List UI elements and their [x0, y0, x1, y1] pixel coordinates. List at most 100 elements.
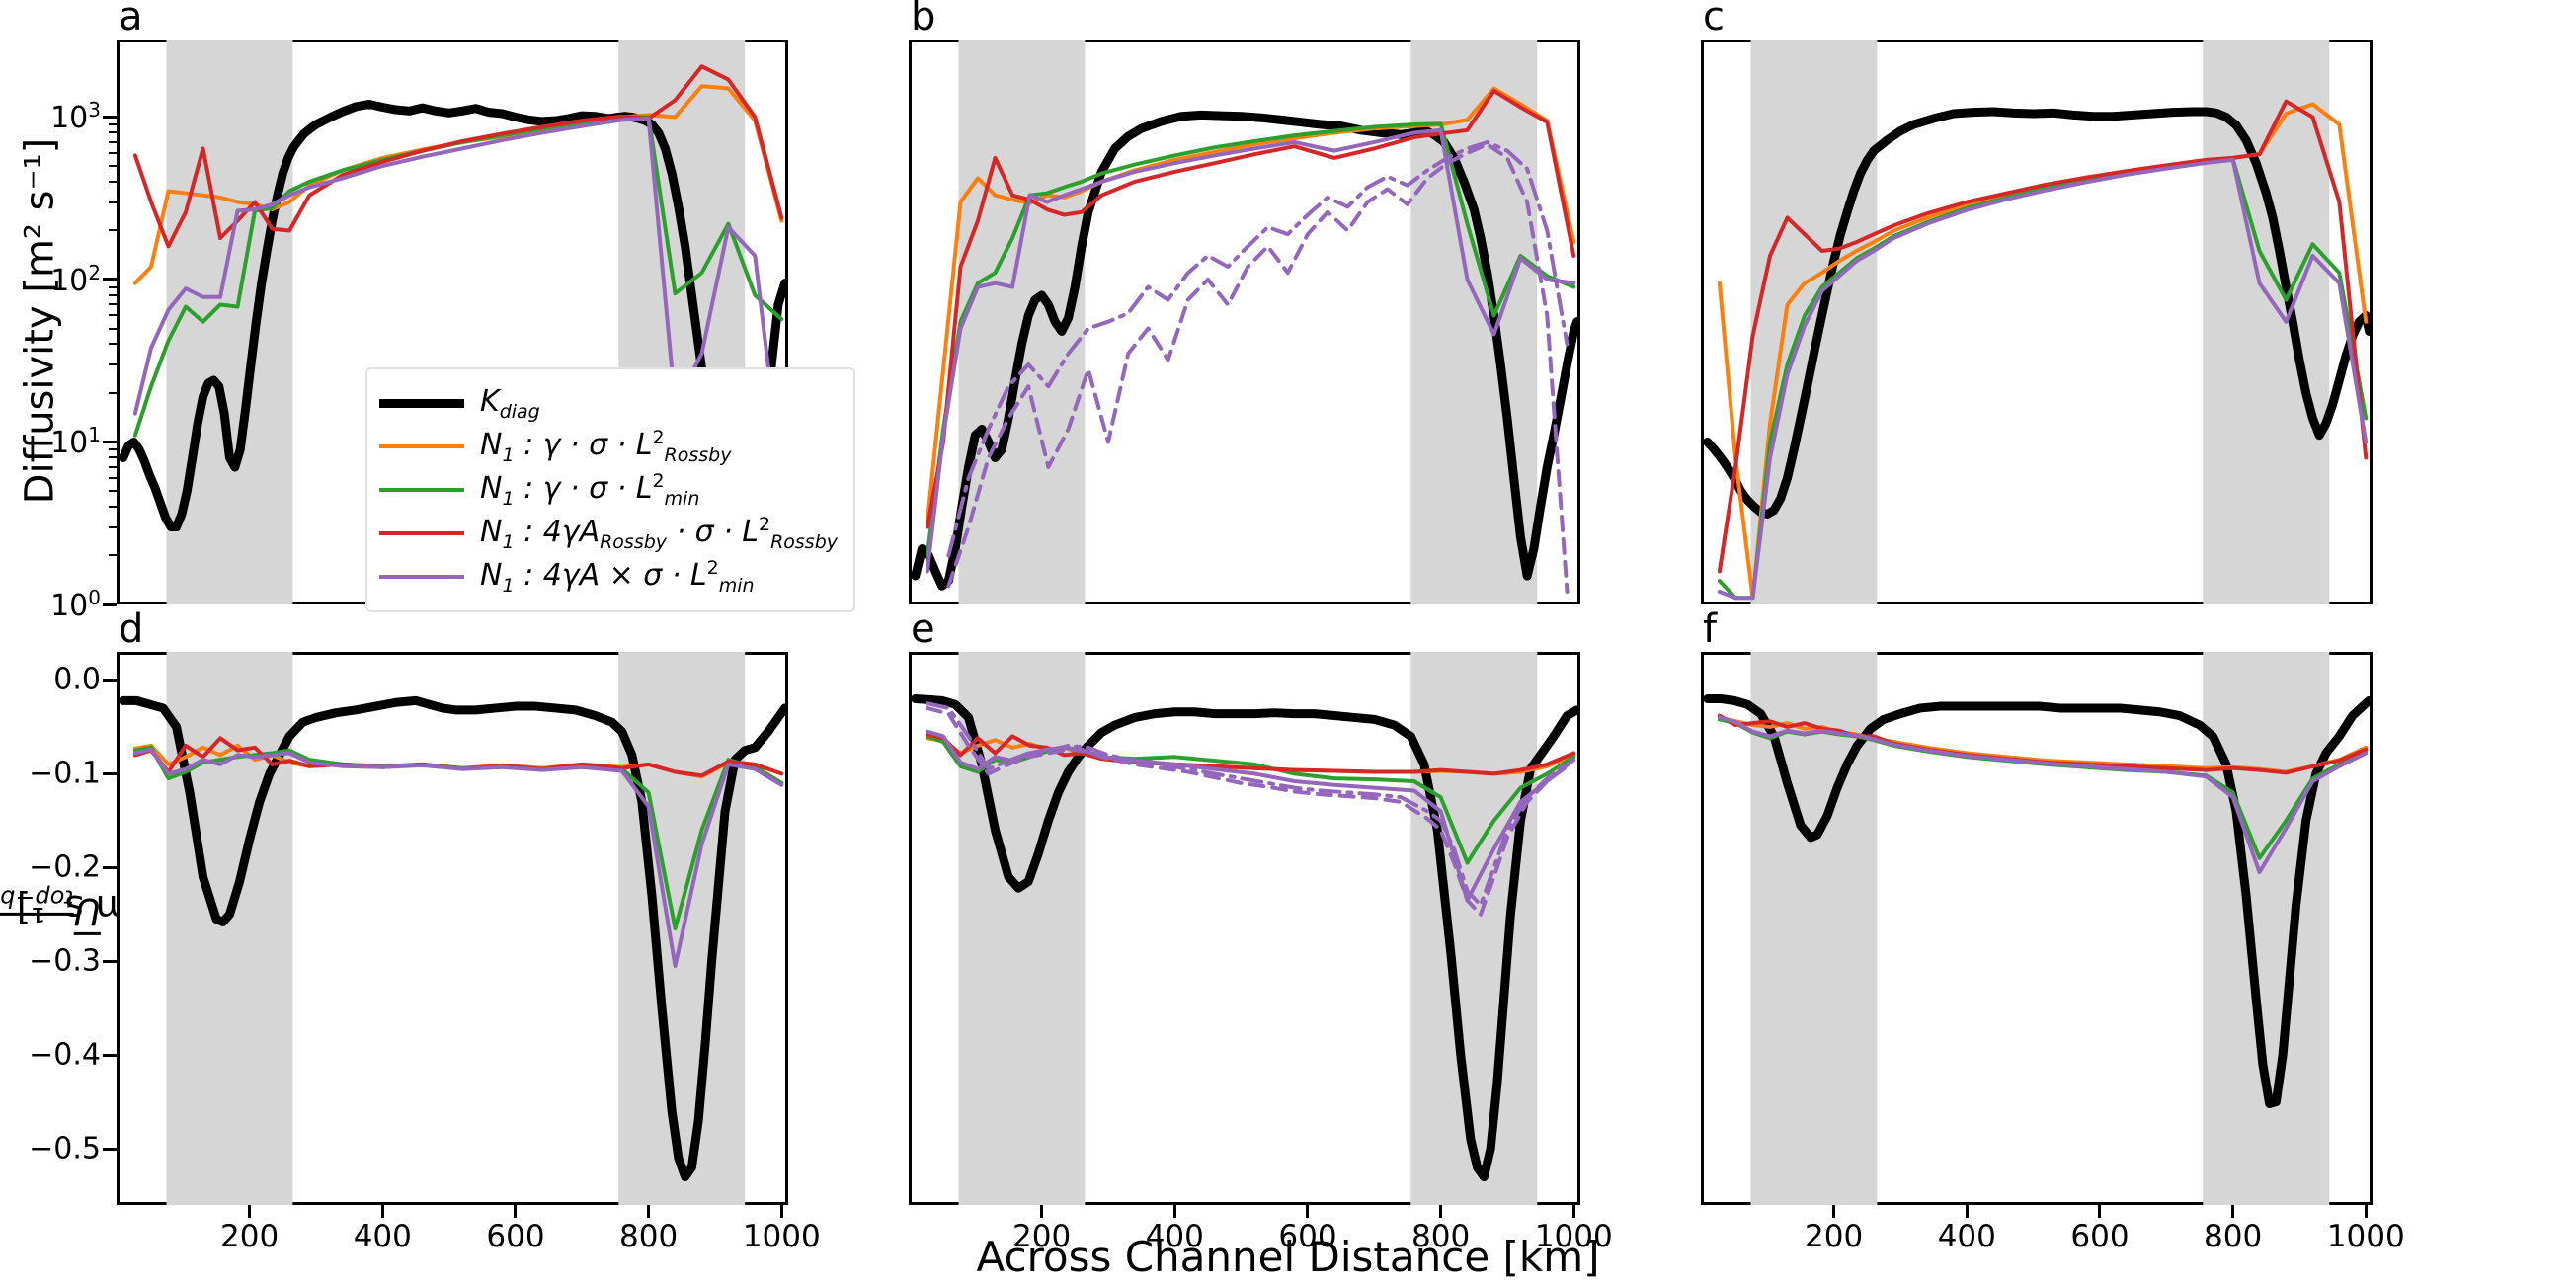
x-tick-label: 800 — [619, 1219, 679, 1254]
series-e-6 — [925, 701, 1570, 908]
panel-e-plot — [911, 652, 1580, 1205]
series-a-4 — [132, 64, 784, 249]
panel-b-plot — [911, 40, 1580, 604]
y-minor-tick — [109, 554, 117, 557]
x-tick-mark — [1306, 1205, 1310, 1218]
series-c-1 — [1703, 107, 2373, 519]
legend-entry-4: N1 : 4γARossby · σ · L2Rossby — [379, 512, 838, 555]
y-minor-tick — [109, 123, 117, 125]
legend-line-swatch — [379, 444, 464, 448]
legend-entry-1: Kdiag — [379, 381, 838, 425]
y-minor-tick — [109, 293, 117, 296]
y-minor-tick — [109, 229, 117, 232]
panel-f: f 200 400 600 800 1000 — [1701, 606, 2405, 1254]
y-tick-label: −0.4 — [29, 1037, 101, 1073]
series-b-6 — [946, 139, 1570, 558]
x-tick-label: 1000 — [1534, 1219, 1613, 1254]
y-minor-tick — [109, 525, 117, 528]
y-tick-label: 103 — [50, 98, 101, 136]
x-tick-mark — [1172, 1205, 1176, 1218]
x-tick-mark — [514, 1205, 518, 1218]
series-f-5 — [1717, 715, 2369, 875]
legend-line-swatch — [379, 575, 464, 579]
series-a-1 — [119, 99, 788, 586]
y-tick-mark — [103, 115, 117, 119]
panel-f-plot — [1703, 652, 2373, 1205]
panel-label-f: f — [1703, 606, 1718, 652]
shaded-band-1 — [166, 40, 293, 604]
y-tick-label: 100 — [50, 586, 101, 623]
panel-label-c: c — [1703, 0, 1725, 40]
y-minor-tick — [109, 465, 117, 468]
legend-entry-3: N1 : γ · σ · L2min — [379, 468, 838, 512]
x-tick-label: 400 — [353, 1219, 412, 1254]
y-tick-mark — [103, 603, 117, 606]
panel-c-plot — [1703, 40, 2373, 604]
shaded-band-2 — [1410, 652, 1538, 1205]
x-tick-mark — [1439, 1205, 1443, 1218]
y-minor-tick — [109, 140, 117, 143]
x-tick-label: 600 — [486, 1219, 545, 1254]
panel-b: b — [909, 0, 1580, 604]
panel-e: e 200 400 600 800 1000 — [909, 606, 1613, 1254]
y-minor-tick — [109, 285, 117, 288]
y-tick-mark — [103, 278, 117, 281]
series-b-4 — [925, 88, 1576, 529]
y-tick-mark — [103, 440, 117, 443]
series-e-1 — [911, 693, 1580, 1182]
x-tick-mark — [2364, 1205, 2368, 1218]
series-b-3 — [925, 121, 1576, 558]
legend-label: N1 : γ · σ · L2Rossby — [480, 427, 732, 466]
y-tick-label: −0.5 — [29, 1131, 101, 1166]
x-tick-label: 400 — [1145, 1219, 1204, 1254]
series-d-1 — [119, 695, 788, 1182]
x-tick-label: 800 — [1411, 1219, 1471, 1254]
y-tick-label: −0.3 — [29, 943, 101, 979]
y-tick-mark — [103, 678, 117, 682]
panel-label-d: d — [119, 606, 144, 652]
x-tick-mark — [380, 1205, 384, 1218]
y-tick-mark — [103, 865, 117, 869]
y-minor-tick — [109, 391, 117, 394]
panel-label-a: a — [119, 0, 143, 40]
y-minor-tick — [109, 201, 117, 203]
y-minor-tick — [109, 456, 117, 459]
y-minor-tick — [109, 363, 117, 365]
x-tick-mark — [1571, 1205, 1575, 1218]
panel-d-plot — [119, 652, 788, 1205]
y-minor-tick — [109, 180, 117, 183]
panel-label-e: e — [911, 606, 935, 652]
y-tick-label: −0.1 — [29, 756, 101, 791]
shaded-band-1 — [166, 652, 293, 1205]
series-e-3 — [925, 734, 1576, 865]
y-tick-mark — [103, 1053, 117, 1057]
x-tick-mark — [248, 1205, 252, 1218]
shaded-band-1 — [1750, 40, 1878, 604]
legend-line-swatch — [379, 488, 464, 492]
y-minor-tick — [109, 165, 117, 167]
x-tick-mark — [647, 1205, 651, 1218]
y-tick-mark — [103, 1147, 117, 1151]
x-tick-label: 200 — [220, 1219, 280, 1254]
x-tick-mark — [1965, 1205, 1969, 1218]
x-tick-label: 200 — [1805, 1219, 1864, 1254]
y-tick-label: 101 — [50, 423, 101, 461]
x-tick-mark — [1040, 1205, 1044, 1218]
y-minor-tick — [109, 490, 117, 493]
x-tick-label: 1000 — [2326, 1219, 2405, 1254]
legend: Kdiag N1 : γ · σ · L2Rossby N1 : γ · σ · L… — [365, 367, 856, 612]
panel-label-b: b — [911, 0, 936, 40]
series-b-7 — [946, 142, 1570, 594]
y-minor-tick — [109, 327, 117, 330]
y-minor-tick — [109, 505, 117, 508]
x-tick-mark — [2098, 1205, 2102, 1218]
y-minor-tick — [109, 343, 117, 346]
x-tick-mark — [779, 1205, 783, 1218]
legend-entry-5: N1 : 4γA × σ · L2min — [379, 555, 838, 599]
x-tick-label: 600 — [1278, 1219, 1337, 1254]
x-tick-label: 800 — [2204, 1219, 2263, 1254]
shaded-band-2 — [2203, 652, 2330, 1205]
y-minor-tick — [109, 131, 117, 134]
y-minor-tick — [109, 303, 117, 306]
x-tick-label: 600 — [2070, 1219, 2130, 1254]
